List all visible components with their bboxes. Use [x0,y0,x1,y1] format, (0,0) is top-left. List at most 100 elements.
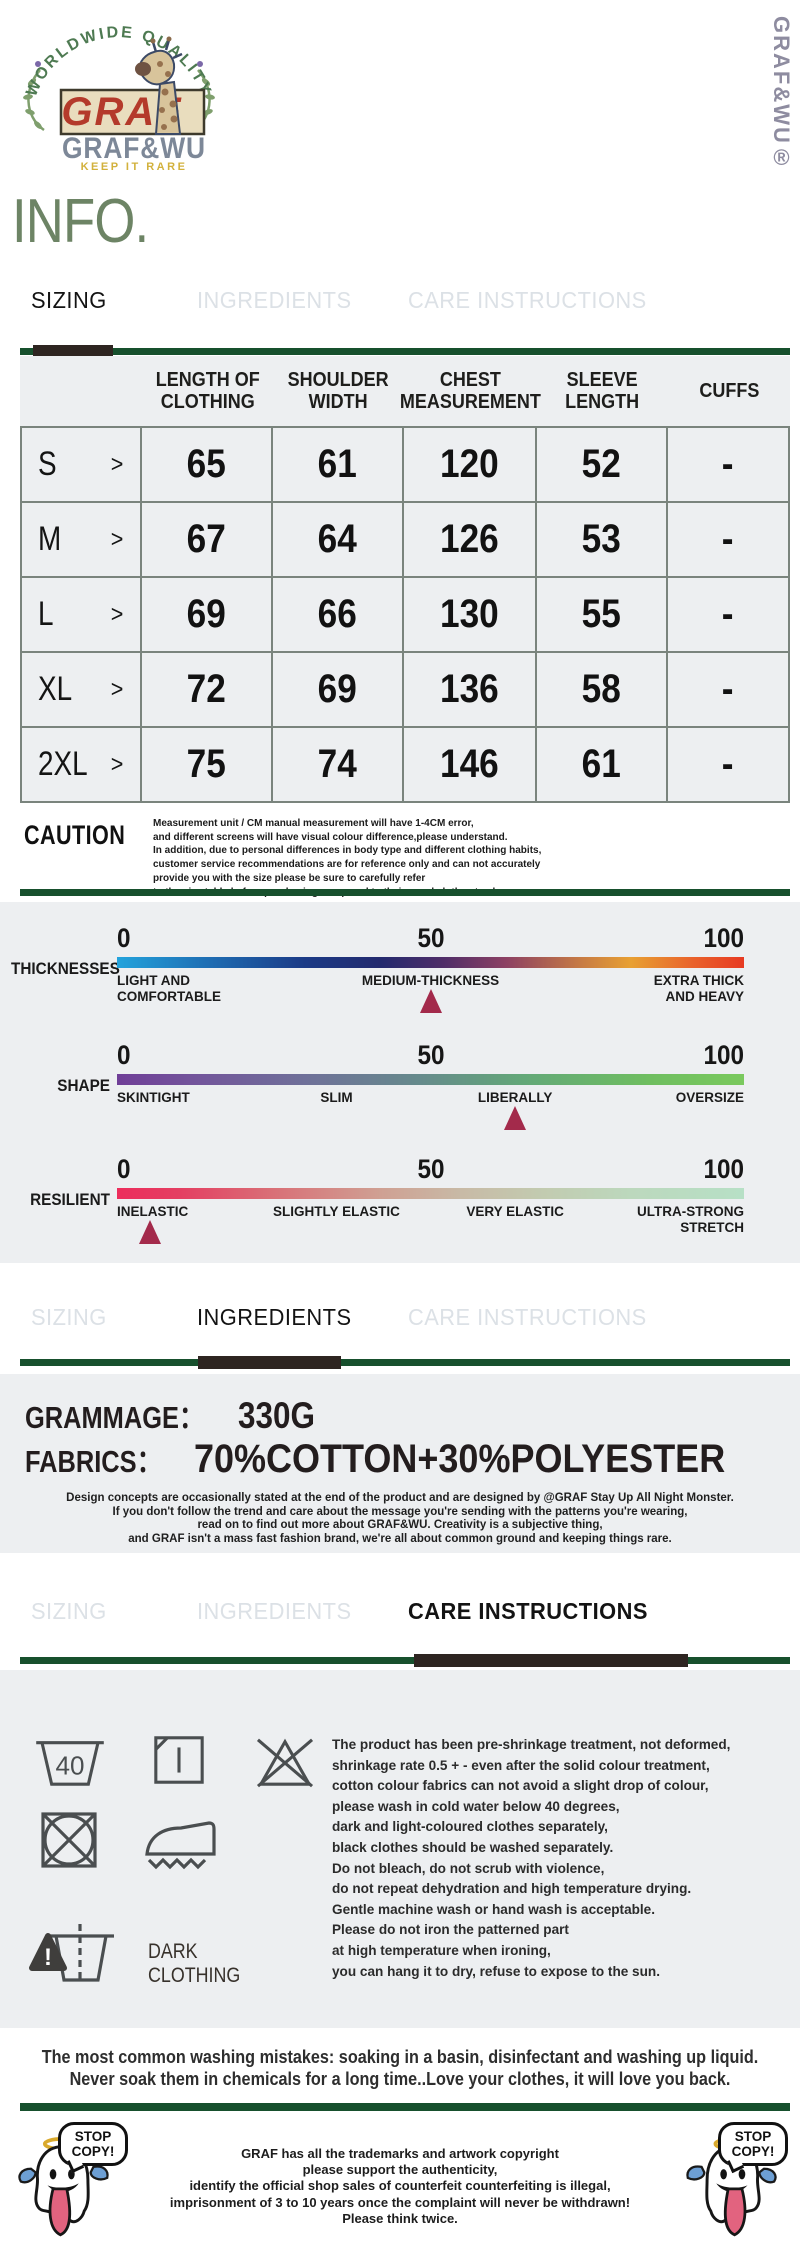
size-value-cell: 58 [537,653,668,728]
grammage-label: GRAMMAGE： [25,1400,205,1435]
tab-care-instructions[interactable]: CARE INSTRUCTIONS [408,1598,648,1624]
fabric-scales-panel: THICKNESSES 0 50 100 LIGHT AND COMFORTAB… [0,902,800,1263]
size-row-label: M > [20,503,142,578]
fabrics-value: 70%COTTON+30%POLYESTER [194,1437,726,1481]
size-value-cell: 75 [142,728,273,803]
scale-label: SLIM [320,1090,353,1105]
scale-label: SLIGHTLY ELASTIC [273,1204,400,1219]
tick-label: 50 [416,1154,445,1184]
size-value-cell: 146 [404,728,537,803]
active-tab-indicator [414,1654,688,1667]
page-title: INFO. [12,187,149,256]
tick-label: 50 [416,923,445,953]
size-value-cell: 72 [142,653,273,728]
do-not-bleach-icon [253,1734,317,1790]
scale-label: SKINTIGHT [117,1090,190,1105]
tick-label: 0 [117,923,131,953]
size-col-header: SLEEVE LENGTH [537,356,668,428]
dark-clothing-warning-icon: ! [28,1920,118,1986]
size-value-cell: 69 [273,653,404,728]
section-divider-footer [20,2103,790,2111]
fabrics-line: FABRICS： 70%COTTON+30%POLYESTER [25,1436,784,1482]
tab-care-instructions[interactable]: CARE INSTRUCTIONS [408,287,647,313]
caution-text: Measurement unit / CM manual measurement… [153,818,542,898]
tick-label: 100 [703,923,744,953]
svg-text:!: ! [44,1944,52,1971]
tab-ingredients[interactable]: INGREDIENTS [197,1304,352,1330]
size-col-header-blank [20,356,142,428]
section-divider-sizing [20,345,790,358]
scale-label: INELASTIC [117,1204,189,1219]
scale-name: SHAPE [57,1076,110,1095]
tab-sizing[interactable]: SIZING [31,287,107,313]
shape-marker-icon [504,1106,527,1130]
scale-name: THICKNESSES [11,959,120,978]
size-value-cell: 136 [404,653,537,728]
brand-logo: WORLDWIDE QUALITY GRAF GRAF&WU KEEP IT R… [23,24,215,172]
size-value-cell: 55 [537,578,668,653]
care-instructions-text: The product has been pre-shrinkage treat… [332,1736,731,1979]
size-value-cell: 61 [273,428,404,503]
chevron-right-icon: > [110,750,124,778]
chevron-right-icon: > [110,525,124,553]
grammage-value: 330G [237,1395,315,1436]
size-table: LENGTH OF CLOTHING SHOULDER WIDTH CHEST … [20,356,790,803]
tick-label: 50 [416,1040,445,1070]
drip-dry-icon [150,1732,208,1788]
logo-box [59,88,206,136]
ghost-mascot-right: STOP COPY! [678,2122,788,2240]
size-value-cell: - [668,653,790,728]
chevron-right-icon: > [110,600,124,628]
scale-label: LIBERALLY [477,1090,553,1105]
size-row-label: S > [20,428,142,503]
vertical-brand-text: GRAF&WU® [769,16,794,172]
resilient-marker-icon [139,1220,162,1244]
size-value-cell: 67 [142,503,273,578]
ghost-mascot-left: STOP COPY! [12,2122,128,2240]
chevron-right-icon: > [110,675,124,703]
size-value-cell: 64 [273,503,404,578]
scale-label: ULTRA-STRONG STRETCH [637,1204,744,1235]
size-value-cell: - [668,428,790,503]
copyright-warning-text: GRAF has all the trademarks and artwork … [169,2146,631,2226]
giraffe-illustration [135,36,183,135]
size-col-header: CUFFS [668,356,790,428]
tick-label: 0 [117,1040,131,1070]
tab-bar-ingredients: SIZING INGREDIENTS CARE INSTRUCTIONS [0,1304,800,1334]
size-value-cell: 61 [537,728,668,803]
tab-bar-care: SIZING INGREDIENTS CARE INSTRUCTIONS [0,1598,800,1628]
tab-sizing[interactable]: SIZING [31,1304,107,1330]
scale-label: MEDIUM-THICKNESS [361,973,500,988]
section-divider-ingredients [20,1356,790,1369]
thickness-scale: THICKNESSES 0 50 100 LIGHT AND COMFORTAB… [0,923,800,1023]
stop-copy-bubble: STOP COPY! [58,2122,128,2166]
size-value-cell: - [668,728,790,803]
size-value-cell: 66 [273,578,404,653]
thickness-marker-icon [419,989,442,1013]
size-col-header: CHEST MEASUREMENT [400,356,541,428]
active-tab-indicator [198,1356,341,1369]
size-value-cell: - [668,503,790,578]
size-value-cell: 53 [537,503,668,578]
tab-ingredients[interactable]: INGREDIENTS [197,287,352,313]
scale-label: LIGHT AND COMFORTABLE [117,973,221,1004]
size-value-cell: 65 [142,428,273,503]
stop-copy-bubble: STOP COPY! [718,2122,788,2166]
wash-40-icon: 40 [33,1734,107,1790]
dark-clothing-label: DARK CLOTHING [148,1940,241,1987]
caution-title: CAUTION [24,820,126,850]
care-instructions-panel: 40 [0,1670,800,2028]
tab-care-instructions[interactable]: CARE INSTRUCTIONS [408,1304,647,1330]
size-row-label: 2XL > [20,728,142,803]
scale-label: VERY ELASTIC [466,1204,564,1219]
scale-label: OVERSIZE [675,1090,744,1105]
washing-note: The most common washing mistakes: soakin… [41,2047,759,2089]
tab-ingredients[interactable]: INGREDIENTS [197,1598,352,1624]
size-col-header: SHOULDER WIDTH [273,356,404,428]
fabrics-label: FABRICS： [25,1444,163,1479]
chevron-right-icon: > [110,450,124,478]
tab-sizing[interactable]: SIZING [31,1598,107,1624]
size-value-cell: - [668,578,790,653]
brand-arc-text: WORLDWIDE QUALITY [23,24,214,99]
